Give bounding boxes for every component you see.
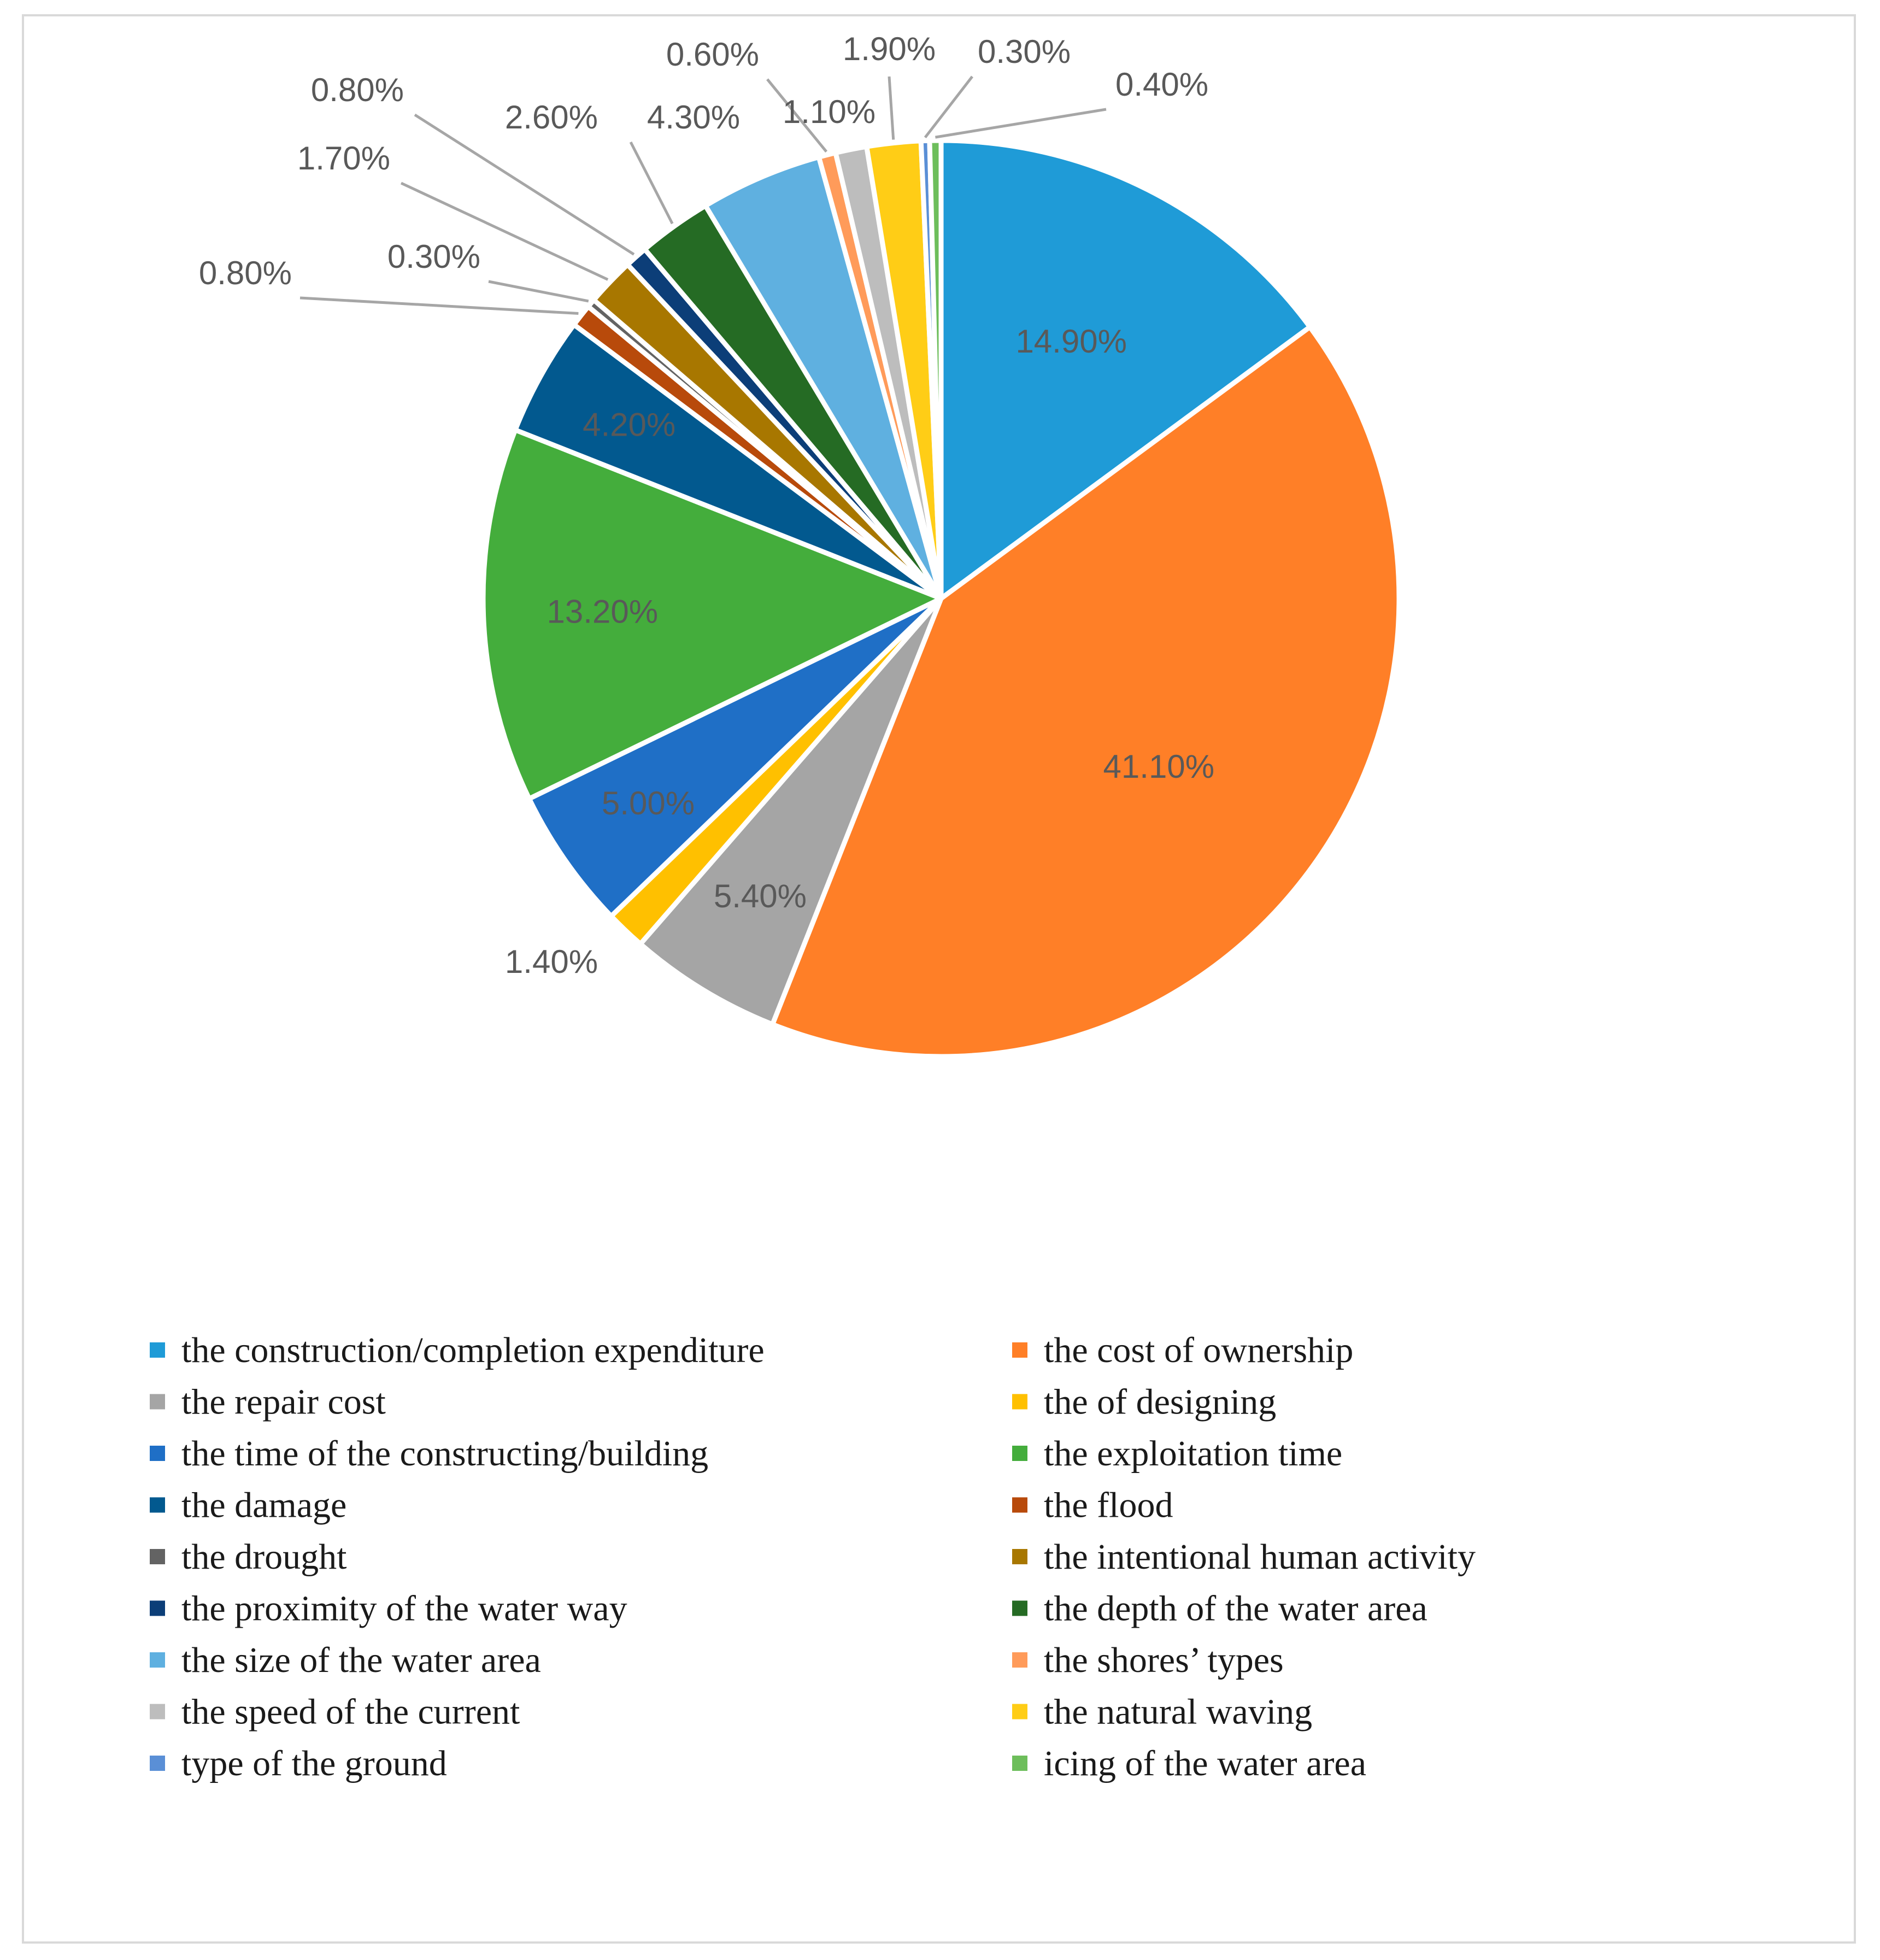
legend-swatch [1012, 1497, 1027, 1513]
slice-data-label: 0.30% [978, 33, 1071, 70]
legend-item: the time of the constructing/building [150, 1434, 708, 1474]
legend-label: the of designing [1044, 1382, 1276, 1422]
legend-label: type of the ground [181, 1744, 447, 1783]
slice-data-label: 41.10% [1103, 748, 1215, 785]
pie-chart: 14.90% 41.10% 5.40% 1.40% 5.00% 13.20% 4.20% 0.… [150, 31, 1476, 1783]
legend-item: the proximity of the water way [150, 1589, 627, 1629]
legend-label: the time of the constructing/building [181, 1434, 708, 1474]
legend-swatch [150, 1756, 165, 1771]
pie-slice [638, 596, 944, 1027]
legend-item: the depth of the water area [1012, 1589, 1427, 1629]
slice-data-label: 5.40% [714, 878, 807, 914]
legend-swatch [150, 1549, 165, 1564]
legend-swatch [150, 1497, 165, 1513]
legend-swatch [150, 1394, 165, 1410]
legend-label: the repair cost [181, 1382, 386, 1422]
legend-swatch [150, 1652, 165, 1668]
legend-item: the repair cost [150, 1382, 386, 1422]
leader-line [924, 75, 973, 139]
pie-slices [480, 138, 1402, 1059]
slice-data-label: 0.40% [1115, 66, 1208, 103]
legend-item: the of designing [1012, 1382, 1276, 1422]
legend-swatch [150, 1342, 165, 1358]
leader-line [488, 280, 589, 303]
pie-slice [513, 322, 944, 601]
legend-label: the intentional human activity [1044, 1537, 1476, 1577]
legend: the construction/completion expenditure t… [150, 1330, 1476, 1783]
legend-label: the drought [181, 1537, 346, 1577]
legend-swatch [1012, 1549, 1027, 1564]
legend-swatch [150, 1704, 165, 1720]
legend-label: the damage [181, 1486, 346, 1525]
legend-item: the shores’ types [1012, 1640, 1284, 1680]
legend-item: the speed of the current [150, 1692, 520, 1732]
legend-label: the cost of ownership [1044, 1330, 1353, 1370]
legend-label: icing of the water area [1044, 1744, 1366, 1783]
slice-data-label: 4.20% [583, 407, 675, 443]
pie-slice [770, 324, 1402, 1059]
legend-item: the natural waving [1012, 1692, 1312, 1732]
legend-swatch [150, 1446, 165, 1461]
legend-item: the cost of ownership [1012, 1330, 1353, 1370]
slice-data-label: 2.60% [505, 99, 598, 136]
slice-data-label: 1.10% [783, 93, 876, 130]
pie-slice [526, 596, 944, 919]
leader-line [414, 113, 635, 256]
legend-item: the drought [150, 1537, 346, 1577]
legend-item: type of the ground [150, 1744, 447, 1783]
slice-data-label: 0.60% [666, 36, 759, 73]
legend-item: the size of the water area [150, 1640, 541, 1680]
pie-slice [927, 138, 944, 601]
legend-swatch [1012, 1756, 1027, 1771]
legend-item: the flood [1012, 1486, 1173, 1525]
legend-swatch [1012, 1394, 1027, 1410]
pie-slice [480, 427, 944, 801]
legend-label: the speed of the current [181, 1692, 520, 1732]
slice-data-label: 0.30% [387, 238, 480, 275]
leader-line [888, 76, 895, 140]
legend-item: the damage [150, 1486, 346, 1525]
leader-line [766, 78, 828, 153]
legend-label: the depth of the water area [1044, 1589, 1427, 1629]
slice-data-label: 14.90% [1015, 323, 1127, 360]
slice-data-label: 13.20% [547, 593, 659, 630]
data-labels: 14.90% 41.10% 5.40% 1.40% 5.00% 13.20% 4.20% 0.… [199, 31, 1214, 980]
leader-line [299, 296, 579, 315]
legend-swatch [1012, 1652, 1027, 1668]
leader-line [400, 181, 609, 281]
slice-data-label: 4.30% [647, 99, 740, 136]
legend-swatch [150, 1600, 165, 1616]
legend-label: the shores’ types [1044, 1640, 1284, 1680]
legend-item: the exploitation time [1012, 1434, 1342, 1474]
slice-data-label: 0.80% [311, 72, 404, 108]
legend-label: the proximity of the water way [181, 1589, 627, 1629]
slice-data-label: 1.70% [297, 140, 390, 177]
legend-swatch [1012, 1704, 1027, 1720]
leader-line [935, 108, 1107, 139]
legend-label: the construction/completion expenditure [181, 1330, 765, 1370]
legend-label: the natural waving [1044, 1692, 1312, 1732]
legend-item: the intentional human activity [1012, 1537, 1476, 1577]
legend-item: icing of the water area [1012, 1744, 1366, 1783]
legend-swatch [1012, 1446, 1027, 1461]
slice-data-label: 5.00% [602, 785, 695, 821]
chart-frame: 14.90% 41.10% 5.40% 1.40% 5.00% 13.20% 4.20% 0.… [22, 14, 1856, 1944]
leader-lines [299, 75, 1107, 315]
legend-label: the size of the water area [181, 1640, 541, 1680]
legend-label: the exploitation time [1044, 1434, 1342, 1474]
pie-slice [938, 138, 1313, 601]
slice-data-label: 1.40% [505, 943, 598, 980]
legend-item: the construction/completion expenditure [150, 1330, 765, 1370]
legend-swatch [1012, 1342, 1027, 1358]
slice-data-label: 1.90% [843, 31, 936, 67]
pie-slice [703, 154, 944, 601]
leader-line [629, 141, 674, 225]
slice-data-label: 0.80% [199, 255, 292, 291]
legend-label: the flood [1044, 1486, 1173, 1525]
legend-swatch [1012, 1600, 1027, 1616]
